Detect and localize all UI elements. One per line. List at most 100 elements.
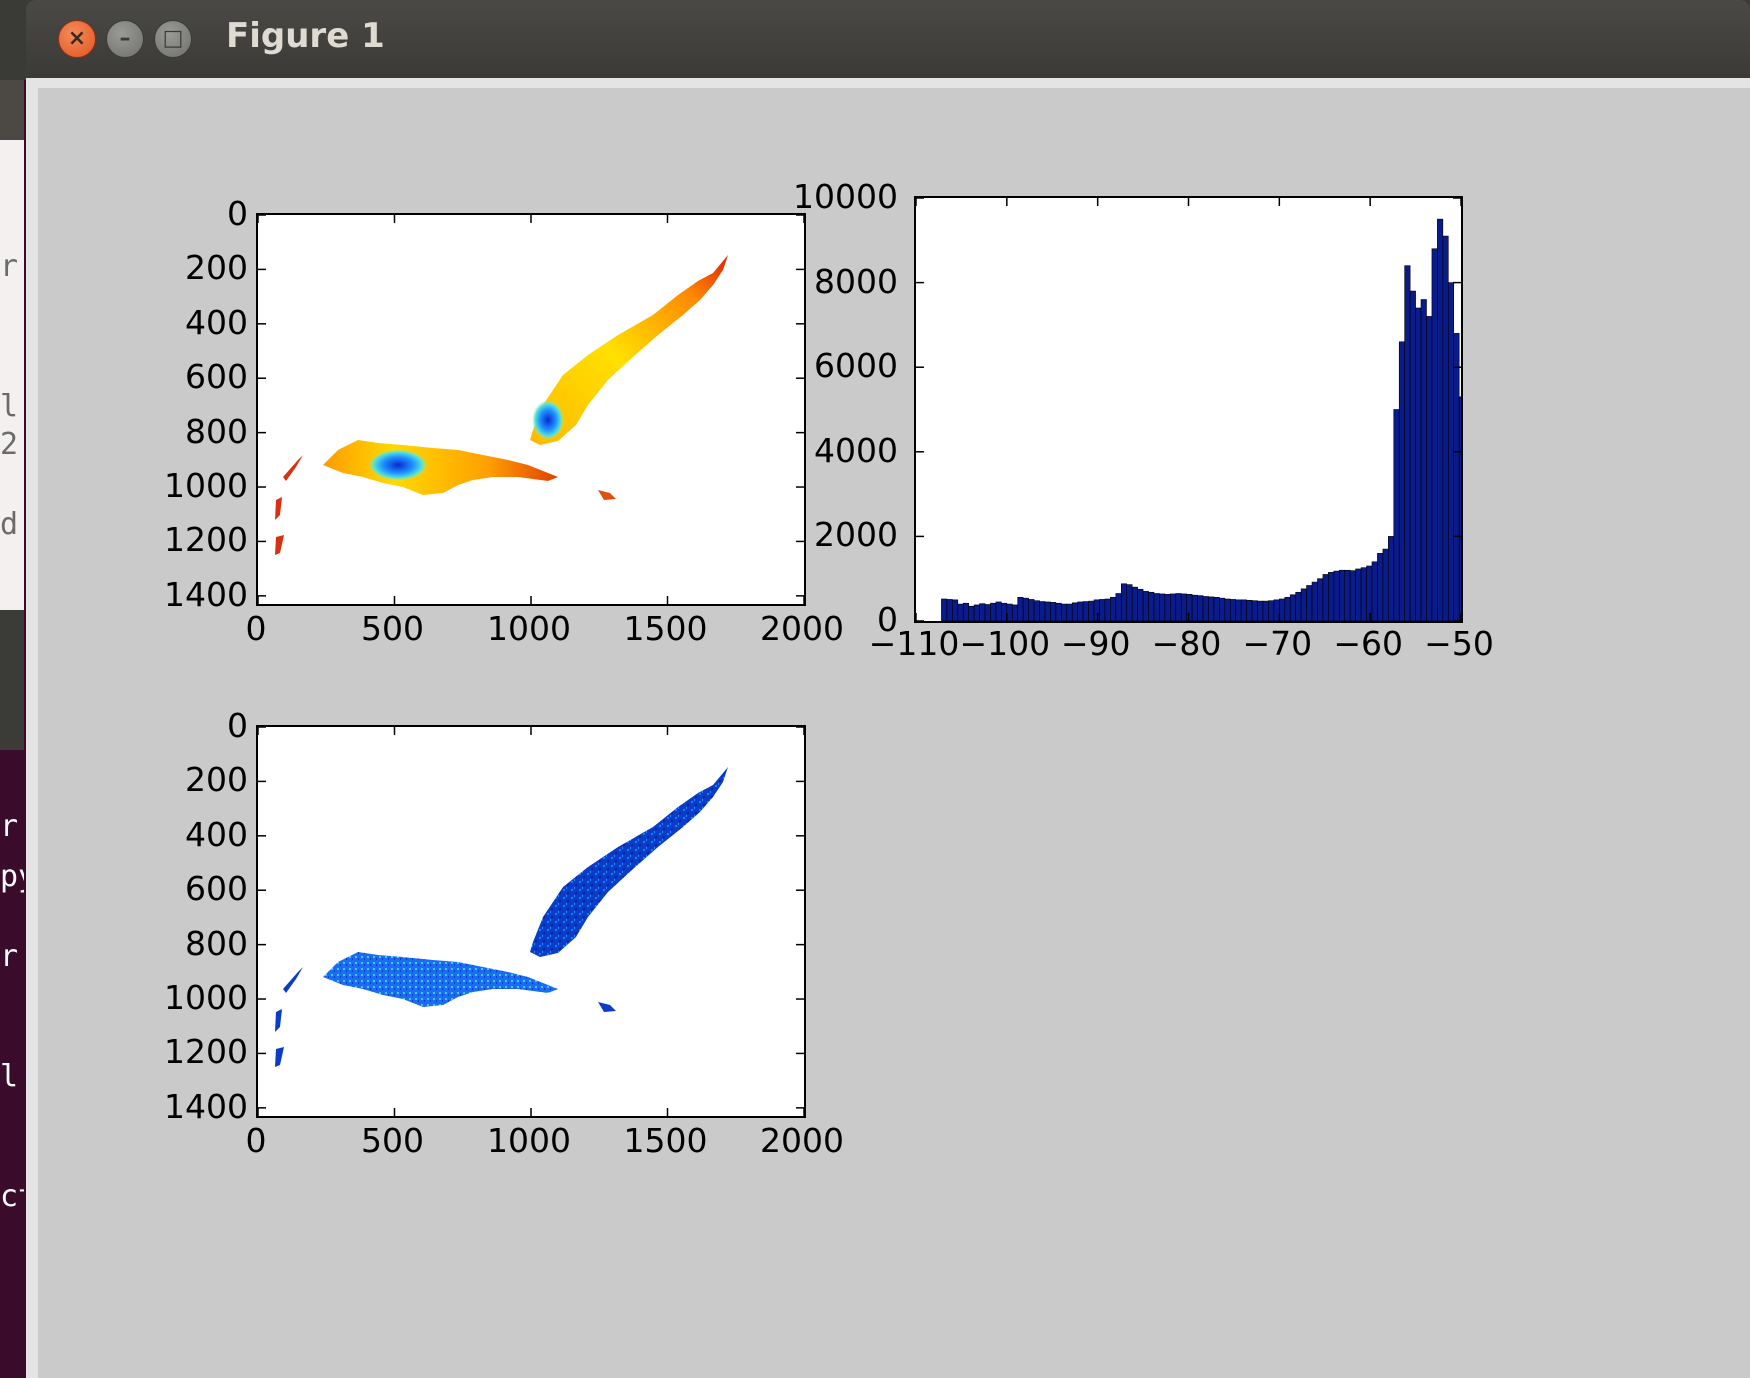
histogram-bar (1360, 567, 1367, 621)
histogram-bar (1382, 548, 1389, 621)
histogram-bar (1061, 603, 1068, 621)
histogram-bar (1137, 588, 1144, 621)
histogram-bar (1431, 248, 1438, 621)
tick-label: 800 (185, 923, 248, 963)
histogram-bar (979, 603, 986, 621)
tick-label: −60 (1333, 624, 1403, 663)
histogram-bar (962, 602, 969, 621)
window-title: Figure 1 (226, 16, 385, 56)
histogram-bar (1191, 594, 1198, 621)
tick-label: 400 (185, 814, 248, 854)
histogram-bar (1366, 565, 1373, 621)
histogram-bar (1093, 599, 1100, 621)
histogram-bar (1328, 572, 1335, 621)
close-button[interactable]: × (58, 20, 96, 58)
histogram-bar (1066, 603, 1073, 621)
background-terminal: r py r l ct (0, 750, 30, 1378)
bg-text-fragment: 2 (0, 428, 19, 462)
histogram-bar (1050, 602, 1057, 621)
histogram-bar (941, 598, 948, 621)
tick-label: 200 (185, 760, 248, 800)
histogram-bar (990, 602, 997, 621)
tick-label: 500 (361, 1121, 424, 1160)
bg-text-fragment: d (0, 508, 19, 542)
tick-label: −50 (1424, 624, 1494, 663)
minimize-button[interactable]: – (106, 20, 144, 58)
tick-label: 1400 (164, 574, 248, 614)
heatmap-region (283, 455, 303, 481)
heatmap-region (283, 967, 303, 993)
bg-text-fragment: py (0, 860, 24, 894)
histogram-bar (1028, 599, 1035, 621)
histogram-bar (1011, 604, 1019, 621)
histogram-bar (1017, 597, 1024, 621)
histogram-bar (1458, 396, 1461, 621)
histogram-bar (1257, 600, 1264, 621)
histogram-bar (1044, 601, 1051, 621)
heatmap-region (275, 1009, 282, 1032)
histogram-bar (1235, 599, 1242, 621)
tick-label: 2000 (760, 1121, 844, 1160)
minimize-icon: – (119, 26, 131, 51)
histogram-bar (1001, 602, 1008, 621)
histogram-bar (1115, 593, 1122, 621)
histogram-bar (1447, 282, 1455, 621)
maximize-button[interactable]: □ (154, 20, 192, 58)
title-bar[interactable]: × – □ Figure 1 (26, 0, 1750, 78)
heatmap-region (275, 1047, 284, 1067)
background-editor-toolbar (0, 80, 24, 140)
histogram-bar (1437, 218, 1444, 621)
histogram-bar (1300, 588, 1307, 621)
histogram-bar (1170, 593, 1177, 621)
figure-window: × – □ Figure 1 (26, 0, 1750, 1378)
tick-label: 1000 (487, 609, 571, 648)
heatmap-region (598, 1002, 616, 1012)
histogram-bar (1055, 602, 1062, 621)
histogram-bar (1295, 591, 1302, 621)
background-panel (0, 610, 24, 750)
heatmap-top (258, 215, 804, 604)
image-axes-top (256, 213, 806, 606)
tick-label: 10000 (793, 177, 898, 216)
tick-label: 600 (185, 869, 248, 909)
histogram-bar (1442, 235, 1449, 621)
tick-label: 8000 (814, 261, 898, 301)
heatmap-region (323, 440, 558, 495)
histogram-bar (1426, 316, 1433, 621)
histogram-bar (1208, 596, 1215, 621)
histogram-bar (1415, 307, 1422, 621)
histogram-bar (1393, 409, 1400, 621)
histogram-bar (1273, 599, 1280, 621)
histogram-bar (973, 604, 980, 621)
bg-text-fragment: l (0, 1060, 19, 1094)
tick-label: 2000 (814, 515, 898, 555)
tick-label: 1200 (164, 1032, 248, 1072)
histogram (916, 198, 1461, 621)
histogram-bar (1333, 570, 1340, 621)
tick-label: 2000 (760, 609, 844, 648)
tick-label: 800 (185, 411, 248, 451)
histogram-bar (1082, 601, 1089, 621)
histogram-bar (1404, 265, 1411, 621)
histogram-bar (1311, 581, 1318, 621)
histogram-bar (1104, 598, 1111, 621)
histogram-bar (1197, 595, 1204, 621)
tick-label: 4000 (814, 430, 898, 470)
figure-canvas: 0 500 1000 1500 2000 0 200 400 600 800 1000 1200 140… (26, 78, 1750, 1378)
histogram-bar (1175, 593, 1182, 621)
histogram-bar (946, 599, 953, 621)
histogram-bar (1284, 597, 1291, 621)
histogram-bar (1131, 586, 1138, 621)
heatmap-region (275, 535, 284, 555)
histogram-bar (1142, 591, 1149, 621)
histogram-bar (952, 599, 959, 621)
histogram-bar (1355, 568, 1362, 621)
tick-label: 1500 (623, 1121, 708, 1160)
histogram-bar (1148, 591, 1155, 621)
maximize-icon: □ (162, 26, 184, 51)
image-axes-bottom (256, 725, 806, 1118)
histogram-bar (1349, 570, 1356, 621)
histogram-bar (1039, 601, 1046, 621)
tick-label: −80 (1151, 624, 1222, 663)
histogram-bar (1099, 599, 1106, 621)
